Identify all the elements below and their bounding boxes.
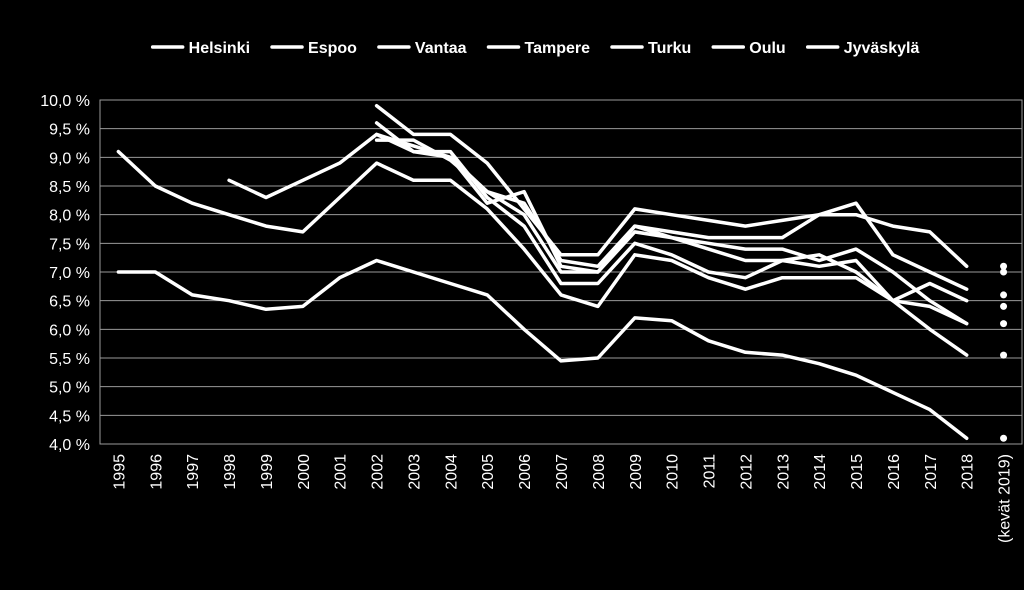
spring-2019-points bbox=[1000, 262, 1008, 442]
x-tick-label: 2009 bbox=[628, 454, 645, 490]
legend-label: Jyväskylä bbox=[844, 40, 920, 57]
series-line bbox=[116, 149, 969, 326]
x-tick-label: 2011 bbox=[702, 454, 719, 489]
x-tick-label: 2012 bbox=[738, 454, 755, 490]
x-tick-label: 2013 bbox=[775, 454, 792, 490]
x-axis: 1995 1996 1997 1998 1999 2000 2001 2002 2003 2004… bbox=[111, 454, 1013, 543]
series-lines bbox=[116, 103, 969, 441]
y-tick-label: 10,0 % bbox=[40, 93, 90, 110]
legend-label: Oulu bbox=[749, 40, 785, 57]
x-tick-label: 2014 bbox=[812, 454, 829, 490]
spring-2019-point bbox=[1000, 320, 1008, 328]
spring-2019-point bbox=[1000, 268, 1008, 276]
spring-2019-point bbox=[1000, 351, 1008, 359]
x-tick-label: 2015 bbox=[849, 454, 866, 490]
legend-label: Espoo bbox=[308, 40, 357, 57]
y-axis: 10,0 % 9,5 % 9,0 % 8,5 % 8,0 % 7,5 % 7,0 % 6,5 … bbox=[40, 93, 90, 454]
series-line bbox=[374, 138, 969, 291]
legend-label: Helsinki bbox=[189, 40, 250, 57]
x-tick-label: 2018 bbox=[960, 454, 977, 490]
x-tick-label: 2008 bbox=[591, 454, 608, 490]
spring-2019-point bbox=[1000, 302, 1008, 310]
gridlines bbox=[99, 99, 1023, 445]
y-tick-label: 4,5 % bbox=[49, 408, 90, 425]
x-tick-label: 2005 bbox=[480, 454, 497, 490]
x-tick-label: (kevät 2019) bbox=[997, 454, 1014, 543]
y-tick-label: 5,5 % bbox=[49, 351, 90, 368]
legend-label: Turku bbox=[648, 40, 691, 57]
x-tick-label: 2004 bbox=[443, 454, 460, 490]
x-tick-label: 1999 bbox=[259, 454, 276, 490]
y-tick-label: 6,5 % bbox=[49, 294, 90, 311]
x-tick-label: 2002 bbox=[370, 454, 387, 490]
x-tick-label: 2016 bbox=[886, 454, 903, 490]
spring-2019-point bbox=[1000, 262, 1008, 270]
x-tick-label: 2001 bbox=[333, 454, 350, 490]
x-tick-label: 1998 bbox=[222, 454, 239, 490]
x-tick-label: 1996 bbox=[148, 454, 165, 490]
y-tick-label: 9,5 % bbox=[49, 122, 90, 139]
y-tick-label: 7,5 % bbox=[49, 236, 90, 253]
x-tick-label: 2010 bbox=[665, 454, 682, 490]
y-tick-label: 7,0 % bbox=[49, 265, 90, 282]
x-tick-label: 1995 bbox=[111, 454, 128, 490]
y-tick-label: 5,0 % bbox=[49, 380, 90, 397]
x-tick-label: 2003 bbox=[406, 454, 423, 490]
legend-label: Tampere bbox=[525, 40, 591, 57]
spring-2019-point bbox=[1000, 291, 1008, 299]
series-line bbox=[116, 258, 969, 441]
legend: Helsinki Espoo Vantaa Tampere Turku Oulu Jyväs… bbox=[150, 40, 920, 57]
y-tick-label: 8,0 % bbox=[49, 208, 90, 225]
spring-2019-point bbox=[1000, 434, 1008, 442]
x-tick-label: 2006 bbox=[517, 454, 534, 490]
x-tick-label: 2000 bbox=[296, 454, 313, 490]
y-tick-label: 6,0 % bbox=[49, 322, 90, 339]
legend-label: Vantaa bbox=[415, 40, 467, 57]
plot-frame bbox=[99, 99, 1023, 445]
x-tick-label: 1997 bbox=[185, 454, 202, 490]
x-tick-label: 2007 bbox=[554, 454, 571, 490]
y-tick-label: 8,5 % bbox=[49, 179, 90, 196]
y-tick-label: 4,0 % bbox=[49, 437, 90, 454]
x-tick-label: 2017 bbox=[923, 454, 940, 490]
y-tick-label: 9,0 % bbox=[49, 150, 90, 167]
